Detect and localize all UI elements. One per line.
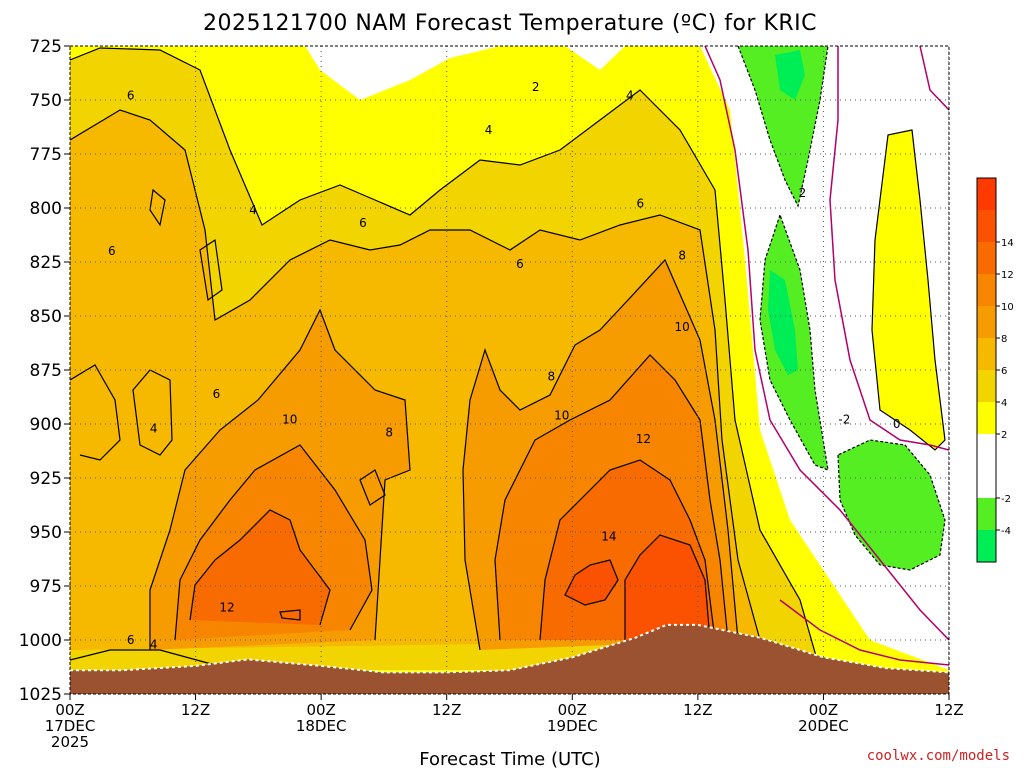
x-tick-label: 00Z bbox=[306, 701, 335, 719]
contour-label: 12 bbox=[219, 601, 234, 615]
colorbar-swatch bbox=[977, 434, 996, 498]
x-tick-label: 12Z bbox=[683, 701, 712, 719]
y-tick-label: 875 bbox=[30, 361, 62, 381]
terrain-surface bbox=[70, 624, 949, 694]
colorbar-swatch bbox=[977, 530, 996, 562]
colorbar-swatch bbox=[977, 338, 996, 370]
contour-label: 4 bbox=[626, 89, 634, 103]
contour-label: 6 bbox=[127, 633, 135, 647]
y-tick-label: 1000 bbox=[19, 631, 62, 651]
y-tick-label: 975 bbox=[30, 577, 62, 597]
colorbar-swatch bbox=[977, 498, 996, 530]
contour-label: 14 bbox=[601, 529, 616, 543]
colorbar-swatch bbox=[977, 306, 996, 338]
colorbar-label: 12 bbox=[1001, 270, 1014, 281]
contour-label: 6 bbox=[359, 216, 367, 230]
colorbar-label: 2 bbox=[1001, 430, 1007, 441]
contour-label-layer: 6 2 4 4 2 4 6 6 6 6 8 10 8 6 4 10 10 8 12 -2 0 14 12 6 4 bbox=[108, 80, 900, 651]
x-tick-label: 12Z bbox=[432, 701, 461, 719]
x-tick-label: 17DEC bbox=[45, 717, 96, 735]
contour-label: 10 bbox=[675, 320, 690, 334]
y-tick-label: 925 bbox=[30, 469, 62, 489]
contour-label: 6 bbox=[636, 197, 644, 211]
zero-degree-isotherm bbox=[704, 46, 949, 666]
plot-area: 6 2 4 4 2 4 6 6 6 6 8 10 8 6 4 10 10 8 12 -2 0 14 12 6 4 bbox=[70, 46, 949, 694]
contour-label: 6 bbox=[213, 387, 221, 401]
x-tick-label: 18DEC bbox=[296, 717, 347, 735]
colorbar-label: -4 bbox=[1001, 526, 1011, 537]
x-tick-label: 00Z bbox=[809, 701, 838, 719]
y-tick-label: 775 bbox=[30, 145, 62, 165]
x-tick-label: 19DEC bbox=[547, 717, 598, 735]
contour-label: -2 bbox=[838, 413, 850, 427]
colorbar-swatch bbox=[977, 274, 996, 306]
band-neg4-neg6 bbox=[768, 270, 798, 375]
colorbar-label: -2 bbox=[1001, 494, 1011, 505]
y-tick-label: 850 bbox=[30, 307, 62, 327]
colorbar-label: 14 bbox=[1001, 238, 1014, 249]
colorbar-swatch bbox=[977, 402, 996, 434]
colorbar-swatch bbox=[977, 178, 996, 210]
x-tick-label: 00Z bbox=[55, 701, 84, 719]
contour-label: 8 bbox=[548, 369, 556, 383]
y-tick-label: 725 bbox=[30, 37, 62, 57]
contour-label: 6 bbox=[127, 89, 135, 103]
x-tick-label: 20DEC bbox=[798, 717, 849, 735]
colorbar-label: 4 bbox=[1001, 398, 1007, 409]
colorbar-label: 6 bbox=[1001, 366, 1007, 377]
y-tick-label: 750 bbox=[30, 91, 62, 111]
y-axis: 725 750 775 800 825 850 875 900 925 950 975 1000 102… bbox=[19, 37, 70, 705]
contour-label: 2 bbox=[799, 186, 807, 200]
contour-label: 8 bbox=[385, 426, 393, 440]
y-tick-label: 900 bbox=[30, 415, 62, 435]
grid-lines bbox=[70, 46, 949, 694]
x-axis-label: Forecast Time (UTC) bbox=[419, 749, 600, 768]
contour-label: 4 bbox=[249, 203, 257, 217]
y-tick-label: 1025 bbox=[19, 685, 62, 705]
colorbar: -4 -2 2 4 6 8 10 12 14 bbox=[976, 177, 1014, 563]
contour-label: 4 bbox=[150, 421, 158, 435]
y-tick-label: 950 bbox=[30, 523, 62, 543]
band-neg4-neg6-b bbox=[775, 50, 805, 100]
contour-label: 2 bbox=[532, 80, 540, 94]
contour-label: 6 bbox=[108, 244, 116, 258]
credit-link[interactable]: coolwx.com/models bbox=[867, 748, 1010, 764]
contour-label: 10 bbox=[554, 408, 569, 422]
contour-label: 6 bbox=[516, 257, 524, 271]
band-14-16-c bbox=[565, 560, 618, 605]
x-tick-label: 2025 bbox=[51, 733, 89, 751]
colorbar-label: 10 bbox=[1001, 302, 1014, 313]
colorbar-label: 8 bbox=[1001, 334, 1007, 345]
contour-label: 12 bbox=[636, 432, 651, 446]
chart-title: 2025121700 NAM Forecast Temperature (ºC)… bbox=[203, 11, 817, 36]
contour-label: 4 bbox=[485, 123, 493, 137]
band-14-16 bbox=[625, 535, 710, 645]
contour-lines bbox=[70, 47, 946, 671]
colorbar-swatch bbox=[977, 210, 996, 242]
contour-label: 10 bbox=[282, 413, 297, 427]
x-tick-label: 12Z bbox=[181, 701, 210, 719]
terrain-edge bbox=[70, 623, 949, 674]
contour-label: 0 bbox=[893, 417, 901, 431]
contour-label: 4 bbox=[150, 637, 158, 651]
band-neg2-neg4-c bbox=[838, 440, 945, 570]
x-tick-label: 00Z bbox=[558, 701, 587, 719]
y-tick-label: 825 bbox=[30, 253, 62, 273]
x-tick-label: 12Z bbox=[934, 701, 963, 719]
colorbar-swatch bbox=[977, 370, 996, 402]
contour-label: 8 bbox=[678, 249, 686, 263]
band-neg2-neg4-a bbox=[738, 46, 828, 206]
colorbar-swatch bbox=[977, 242, 996, 274]
y-tick-label: 800 bbox=[30, 199, 62, 219]
band-12-14 bbox=[190, 510, 330, 625]
